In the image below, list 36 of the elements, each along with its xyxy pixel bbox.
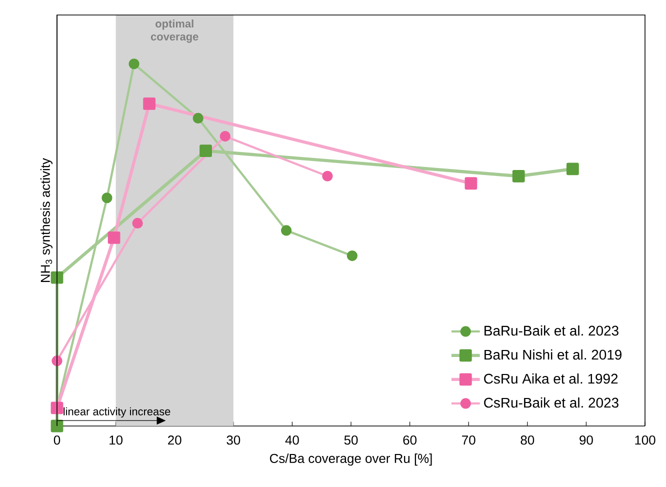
- point: [192, 112, 204, 124]
- x-tick-label: 40: [285, 436, 299, 445]
- point: [128, 58, 140, 70]
- point: [281, 225, 292, 236]
- legend-label: BaRu-Baik et al. 2023: [484, 325, 618, 336]
- point: [102, 192, 112, 204]
- x-tick-label: 30: [226, 436, 240, 445]
- point: [200, 144, 212, 157]
- point: [108, 232, 120, 244]
- point: [143, 98, 156, 110]
- point: [50, 271, 64, 284]
- point: [50, 420, 64, 432]
- x-tick-label: 100: [635, 436, 656, 445]
- x-tick-label: 20: [168, 436, 182, 445]
- point: [346, 250, 358, 262]
- point: [566, 162, 579, 176]
- x-tick-label: 0: [54, 436, 60, 445]
- point: [220, 131, 230, 142]
- x-tick-label: 50: [344, 436, 358, 445]
- x-tick-label: 70: [462, 436, 476, 445]
- legend-label: CsRu-Baik et al. 2023: [484, 397, 618, 408]
- y-axis-title: NH$_{3}$ synthesis activity: [40, 158, 52, 282]
- point: [322, 170, 333, 182]
- x-tick-label: 80: [520, 436, 534, 445]
- point: [512, 170, 525, 182]
- point: [464, 177, 478, 190]
- legend-label: BaRu Nishi et al. 2019: [484, 349, 622, 360]
- x-axis-title: Cs/Ba coverage over Ru [%]: [270, 454, 432, 466]
- point: [52, 356, 62, 366]
- legend-label: CsRu Aika et al. 1992: [484, 373, 618, 384]
- annotation: linear activity increase: [64, 407, 170, 418]
- band-label: optimal coverage: [150, 20, 198, 43]
- x-tick-label: 90: [580, 436, 593, 445]
- x-tick-label: 60: [403, 436, 417, 445]
- x-tick-label: 10: [110, 436, 122, 445]
- point: [132, 218, 143, 229]
